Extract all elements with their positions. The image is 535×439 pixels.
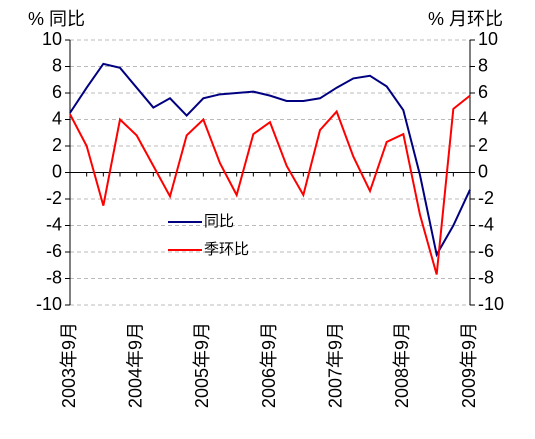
- series-line: [69, 94, 471, 275]
- y-tick-label: -2: [46, 188, 62, 208]
- y2-tick-label: -10: [478, 294, 504, 314]
- x-tick-label: 2003年9月: [59, 322, 79, 408]
- y-tick-label: -10: [36, 294, 62, 314]
- y2-tick-label: -4: [478, 214, 494, 234]
- y2-tick-label: 10: [478, 29, 498, 49]
- x-tick-label: 2005年9月: [192, 322, 212, 408]
- y2-tick-label: -6: [478, 241, 494, 261]
- y-tick-label: -6: [46, 241, 62, 261]
- legend-label: 同比: [204, 213, 234, 230]
- x-tick-label: 2009年9月: [459, 322, 479, 408]
- y-tick-label: 6: [52, 82, 62, 102]
- x-tick-label: 2007年9月: [325, 322, 345, 408]
- y-tick-label: 2: [52, 135, 62, 155]
- y-tick-label: -4: [46, 214, 62, 234]
- x-tick-label: 2006年9月: [259, 322, 279, 408]
- y2-tick-label: -8: [478, 267, 494, 287]
- y2-tick-label: -2: [478, 188, 494, 208]
- y-tick-label: 0: [52, 161, 62, 181]
- y2-tick-label: 0: [478, 161, 488, 181]
- y-axis-label: % 同比: [28, 9, 85, 29]
- y2-tick-label: 4: [478, 108, 488, 128]
- y-tick-label: -8: [46, 267, 62, 287]
- y-tick-label: 8: [52, 55, 62, 75]
- y2-tick-label: 8: [478, 55, 488, 75]
- x-tick-label: 2004年9月: [125, 322, 145, 408]
- y2-tick-label: 2: [478, 135, 488, 155]
- series-line: [69, 62, 471, 258]
- y-tick-label: 4: [52, 108, 62, 128]
- y-tick-label: 10: [42, 29, 62, 49]
- y2-axis-label: % 月环比: [428, 9, 503, 29]
- legend-label: 季环比: [204, 241, 249, 258]
- x-tick-label: 2008年9月: [392, 322, 412, 408]
- y2-tick-label: 6: [478, 82, 488, 102]
